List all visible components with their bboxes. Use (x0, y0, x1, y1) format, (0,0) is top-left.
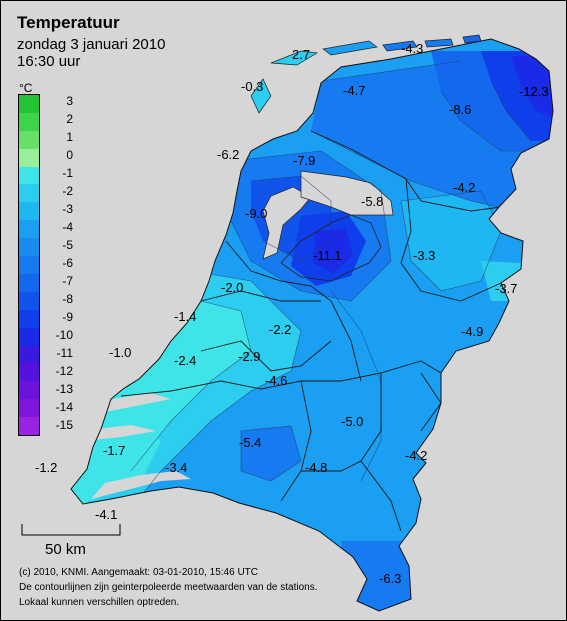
temperature-value: -6.2 (217, 147, 239, 162)
temperature-value: -5.0 (341, 414, 363, 429)
legend-swatch (19, 202, 39, 221)
legend-label: -10 (55, 328, 73, 342)
legend-label: -14 (55, 400, 73, 414)
legend-swatch (19, 112, 39, 131)
legend-label: -6 (62, 256, 73, 270)
temperature-value: -4.3 (401, 41, 423, 56)
legend-swatch (19, 345, 39, 364)
temperature-value: -5.4 (239, 435, 261, 450)
legend-swatch (19, 238, 39, 257)
temperature-value: -4.2 (405, 448, 427, 463)
legend-label: 1 (66, 130, 73, 144)
legend-swatch (19, 166, 39, 185)
legend-label: -12 (55, 364, 73, 378)
legend-swatch (19, 220, 39, 239)
temperature-value: -2.4 (174, 353, 196, 368)
temperature-value: -4.8 (305, 460, 327, 475)
legend-swatch (19, 184, 39, 203)
temperature-value: -1.0 (109, 345, 131, 360)
copyright-text: (c) 2010, KNMI. Aangemaakt: 03-01-2010, … (19, 567, 259, 578)
legend-label: -11 (56, 346, 73, 360)
legend-unit: °C (19, 81, 33, 95)
temperature-value: -5.8 (361, 194, 383, 209)
temperature-value: -4.1 (95, 507, 117, 522)
contour-note: De contourlijnen zijn geinterpoleerde me… (19, 582, 318, 593)
legend-swatch (19, 399, 39, 418)
local-note: Lokaal kunnen verschillen optreden. (19, 597, 180, 608)
legend-label: -8 (62, 292, 73, 306)
legend-label: 0 (66, 148, 73, 162)
legend-label: -7 (62, 274, 73, 288)
legend-label: 2 (66, 112, 73, 126)
legend-label: 3 (66, 94, 73, 108)
temperature-value: -4.7 (343, 83, 365, 98)
temperature-value: -11.1 (313, 248, 342, 263)
temperature-value: -4.2 (453, 180, 475, 195)
temperature-value: -3.3 (413, 248, 435, 263)
legend-label: -3 (62, 202, 73, 216)
temperature-value: -1.2 (35, 460, 57, 475)
temperature-value: -1.7 (103, 443, 125, 458)
scale-bar (21, 524, 121, 536)
legend-swatch (19, 381, 39, 400)
province-borders (120, 130, 502, 532)
map-title: Temperatuur (17, 13, 120, 32)
temperature-value: -4.9 (461, 324, 483, 339)
map-time: 16:30 uur (17, 53, 81, 70)
legend-swatch (19, 256, 39, 275)
temperature-value: -2.0 (221, 280, 243, 295)
contour-lines (120, 60, 553, 522)
legend-label: -13 (55, 382, 73, 396)
legend-swatch (19, 417, 39, 436)
temperature-value: -9.0 (245, 206, 267, 221)
legend-swatch (19, 95, 39, 113)
temperature-value: -3.7 (495, 281, 517, 296)
temperature-value: -3.4 (165, 460, 187, 475)
legend-swatch (19, 309, 39, 328)
legend-swatch (19, 130, 39, 149)
station-values: 2.7 -4.3 -0.3 -4.7 -12.3 -8.6 -6.2 -7.9 -4.2 -9.0… (35, 41, 549, 586)
temperature-value: -2.9 (238, 349, 260, 364)
legend-label: -9 (62, 310, 73, 324)
temperature-value: -1.4 (174, 309, 196, 324)
legend-swatch (19, 363, 39, 382)
inland-water (81, 170, 394, 499)
temperature-value: -4.6 (265, 373, 287, 388)
legend-label: -5 (62, 238, 73, 252)
temperature-value: -6.3 (379, 571, 401, 586)
temperature-value: -7.9 (293, 153, 315, 168)
legend-swatch (19, 148, 39, 167)
legend-label: -4 (62, 220, 73, 234)
legend-label: -1 (62, 166, 73, 180)
legend-swatch (19, 327, 39, 346)
temperature-value: -12.3 (519, 84, 549, 99)
legend-label: -15 (55, 418, 73, 432)
temperature-value: 2.7 (292, 47, 310, 62)
temperature-value: -2.2 (269, 322, 291, 337)
map-date: zondag 3 januari 2010 (17, 36, 166, 53)
temperature-value: -0.3 (241, 79, 263, 94)
legend-swatch (19, 273, 39, 292)
temperature-value: -8.6 (449, 102, 471, 117)
scale-bar-label: 50 km (45, 541, 86, 558)
color-legend (18, 94, 40, 436)
legend-swatch (19, 291, 39, 310)
legend-label: -2 (62, 184, 73, 198)
